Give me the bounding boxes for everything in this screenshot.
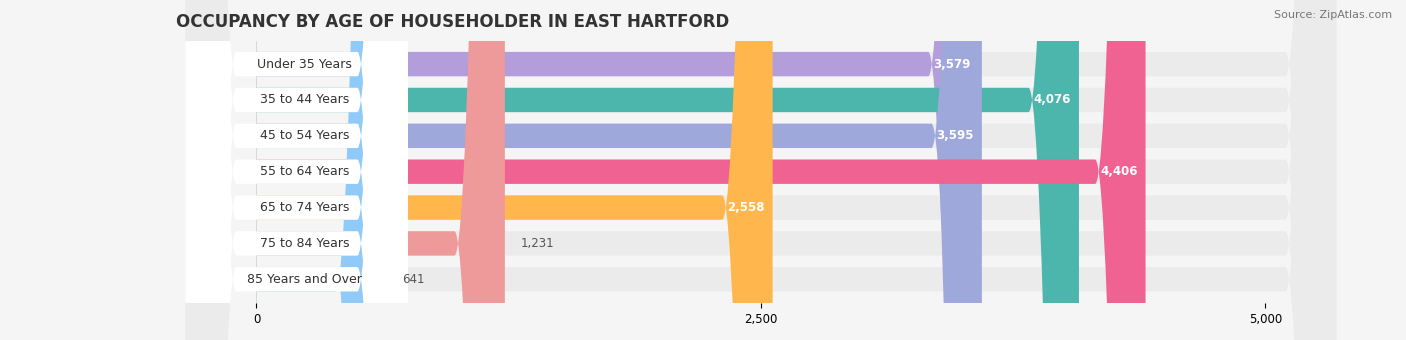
Text: 75 to 84 Years: 75 to 84 Years: [260, 237, 350, 250]
FancyBboxPatch shape: [186, 0, 1336, 340]
FancyBboxPatch shape: [176, 28, 256, 315]
Text: 2,558: 2,558: [727, 201, 765, 214]
FancyBboxPatch shape: [186, 0, 1336, 340]
Text: 65 to 74 Years: 65 to 74 Years: [260, 201, 350, 214]
FancyBboxPatch shape: [186, 0, 981, 340]
Text: Under 35 Years: Under 35 Years: [257, 57, 353, 71]
FancyBboxPatch shape: [186, 0, 773, 340]
FancyBboxPatch shape: [186, 0, 385, 340]
FancyBboxPatch shape: [186, 0, 408, 340]
FancyBboxPatch shape: [186, 0, 505, 340]
Text: 3,595: 3,595: [936, 129, 974, 142]
FancyBboxPatch shape: [186, 0, 1078, 340]
FancyBboxPatch shape: [186, 0, 408, 340]
FancyBboxPatch shape: [186, 0, 1336, 340]
Text: 1,231: 1,231: [522, 237, 554, 250]
Text: 85 Years and Over: 85 Years and Over: [247, 273, 363, 286]
FancyBboxPatch shape: [186, 0, 1146, 340]
FancyBboxPatch shape: [186, 0, 408, 340]
FancyBboxPatch shape: [186, 0, 1336, 340]
Text: Source: ZipAtlas.com: Source: ZipAtlas.com: [1274, 10, 1392, 20]
FancyBboxPatch shape: [186, 0, 1336, 340]
FancyBboxPatch shape: [186, 0, 979, 340]
FancyBboxPatch shape: [186, 0, 408, 340]
FancyBboxPatch shape: [186, 0, 408, 340]
Text: 4,406: 4,406: [1099, 165, 1137, 178]
FancyBboxPatch shape: [186, 0, 408, 340]
FancyBboxPatch shape: [186, 0, 1336, 340]
FancyBboxPatch shape: [186, 0, 1336, 340]
FancyBboxPatch shape: [186, 0, 408, 340]
Text: 641: 641: [402, 273, 425, 286]
Text: 4,076: 4,076: [1033, 94, 1071, 106]
Text: 3,579: 3,579: [934, 57, 970, 71]
Text: 55 to 64 Years: 55 to 64 Years: [260, 165, 350, 178]
Text: 35 to 44 Years: 35 to 44 Years: [260, 94, 350, 106]
Text: 45 to 54 Years: 45 to 54 Years: [260, 129, 350, 142]
Text: OCCUPANCY BY AGE OF HOUSEHOLDER IN EAST HARTFORD: OCCUPANCY BY AGE OF HOUSEHOLDER IN EAST …: [176, 13, 728, 31]
